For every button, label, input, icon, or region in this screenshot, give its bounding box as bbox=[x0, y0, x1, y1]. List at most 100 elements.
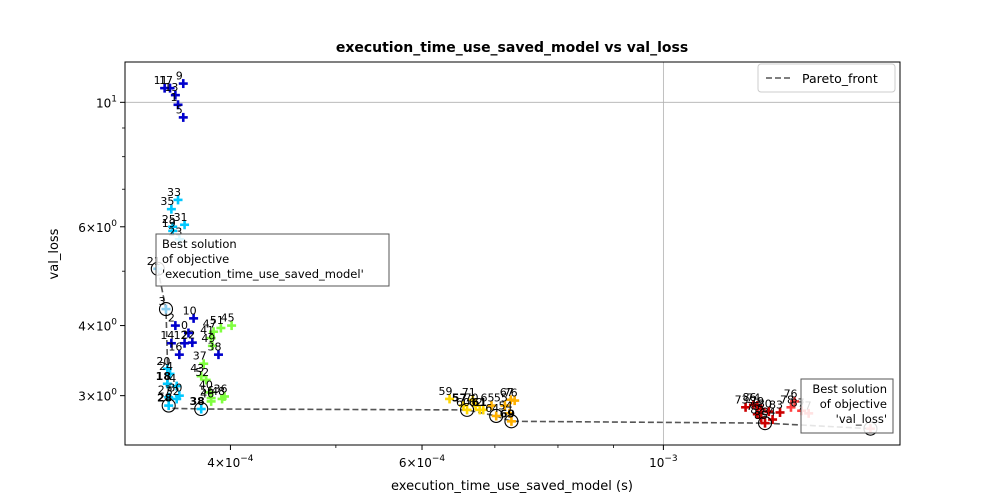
data-point: 65 bbox=[480, 392, 496, 411]
pareto-point-ring bbox=[757, 416, 773, 431]
point-label: 16 bbox=[168, 341, 182, 354]
point-label: 67 bbox=[500, 386, 514, 399]
point-label: 85 bbox=[754, 409, 768, 422]
data-point: 41 bbox=[200, 324, 216, 343]
annotation-line: of objective bbox=[162, 252, 229, 266]
annotation-line: 'execution_time_use_saved_model' bbox=[162, 267, 364, 281]
point-label: 54 bbox=[498, 399, 512, 412]
point-label: 65 bbox=[480, 392, 494, 405]
data-point: 35 bbox=[160, 195, 176, 214]
point-label: 76 bbox=[784, 387, 798, 400]
data-point: 60 bbox=[456, 396, 475, 417]
point-label: 2 bbox=[168, 312, 175, 325]
data-point: 45 bbox=[221, 312, 237, 331]
data-point: 37 bbox=[193, 350, 209, 369]
point-label: 4 bbox=[169, 372, 176, 385]
point-label: 40 bbox=[199, 378, 213, 391]
point-label: 48 bbox=[211, 385, 225, 398]
point-label: 57 bbox=[452, 392, 467, 405]
legend-label: Pareto_front bbox=[802, 71, 878, 86]
point-label: 33 bbox=[167, 186, 181, 199]
data-point: 38 bbox=[190, 395, 209, 417]
y-tick-label: 4×100 bbox=[78, 318, 117, 334]
y-tick-label: 3×100 bbox=[78, 388, 117, 404]
data-point: 12 bbox=[174, 329, 190, 348]
x-tick-label: 6×10−4 bbox=[399, 454, 446, 470]
point-label: 12 bbox=[174, 329, 188, 342]
annotation-line: Best solution bbox=[812, 382, 887, 396]
point-label: 11 bbox=[154, 74, 168, 87]
legend: Pareto_front bbox=[757, 63, 896, 93]
data-point: 47 bbox=[203, 318, 219, 337]
pareto-point-ring bbox=[194, 401, 209, 417]
point-label: 32 bbox=[166, 385, 180, 398]
point-label: 30 bbox=[168, 382, 182, 395]
annotation-box bbox=[800, 378, 894, 434]
data-point: 3 bbox=[158, 295, 174, 317]
y-axis-label: val_loss bbox=[47, 228, 62, 279]
point-label: 74 bbox=[746, 392, 760, 405]
data-point: 24 bbox=[159, 360, 175, 379]
data-point: 64 bbox=[485, 402, 504, 424]
data-point: 5 bbox=[176, 103, 188, 122]
point-label: 10 bbox=[183, 304, 197, 317]
data-point: 48 bbox=[211, 385, 227, 404]
annotation-line: 'val_loss' bbox=[836, 412, 887, 426]
point-label: 35 bbox=[160, 195, 174, 208]
point-label: 18 bbox=[156, 370, 171, 383]
point-label: 41 bbox=[200, 324, 214, 337]
pareto-point-ring bbox=[158, 302, 174, 317]
data-point: 46 bbox=[200, 387, 216, 406]
data-point: 71 bbox=[462, 386, 478, 405]
point-label: 1 bbox=[171, 91, 178, 104]
point-label: 20 bbox=[156, 355, 170, 368]
point-label: 19 bbox=[162, 217, 176, 230]
data-point: 9 bbox=[176, 70, 188, 89]
point-label: 25 bbox=[162, 213, 176, 226]
data-point: 83 bbox=[769, 398, 785, 417]
point-label: 47 bbox=[203, 318, 217, 331]
data-point: 54 bbox=[498, 399, 514, 418]
data-point: 1 bbox=[171, 91, 183, 110]
point-label: 45 bbox=[221, 312, 235, 325]
point-label: 17 bbox=[159, 74, 173, 87]
annotation-line: Best solution bbox=[162, 237, 237, 251]
point-label: 86 bbox=[742, 391, 756, 404]
point-label: 75 bbox=[746, 400, 760, 413]
data-point: 79 bbox=[750, 395, 766, 414]
x-tick-label: 10−3 bbox=[649, 454, 678, 470]
data-point: 59 bbox=[439, 385, 455, 404]
data-point: 18 bbox=[156, 370, 172, 389]
point-label: 31 bbox=[174, 211, 188, 224]
data-point: 69 bbox=[500, 407, 519, 429]
point-label: 59 bbox=[439, 385, 453, 398]
x-tick-label: 4×10−4 bbox=[207, 454, 254, 470]
point-label: 46 bbox=[200, 387, 214, 400]
point-label: 49 bbox=[201, 332, 215, 345]
data-point: 4 bbox=[169, 372, 182, 391]
point-label: 55 bbox=[494, 392, 508, 405]
data-point: 51 bbox=[210, 314, 226, 333]
point-label: 43 bbox=[190, 362, 204, 375]
point-label: 61 bbox=[472, 396, 487, 409]
data-point: 31 bbox=[174, 211, 190, 230]
pareto-point-ring bbox=[161, 398, 176, 413]
point-label: 3 bbox=[158, 295, 165, 308]
point-label: 79 bbox=[750, 395, 764, 408]
data-point: 76 bbox=[504, 387, 520, 406]
point-label: 64 bbox=[485, 402, 499, 415]
data-point: 76 bbox=[784, 387, 800, 406]
y-tick-label: 101 bbox=[96, 94, 117, 110]
data-point: 49 bbox=[201, 332, 217, 351]
data-point: 32 bbox=[166, 385, 182, 404]
data-point: 2 bbox=[168, 312, 180, 331]
point-label: 76 bbox=[504, 387, 518, 400]
data-point: 0 bbox=[181, 319, 193, 338]
data-point: 14 bbox=[160, 329, 176, 348]
point-label: 38 bbox=[207, 341, 221, 354]
